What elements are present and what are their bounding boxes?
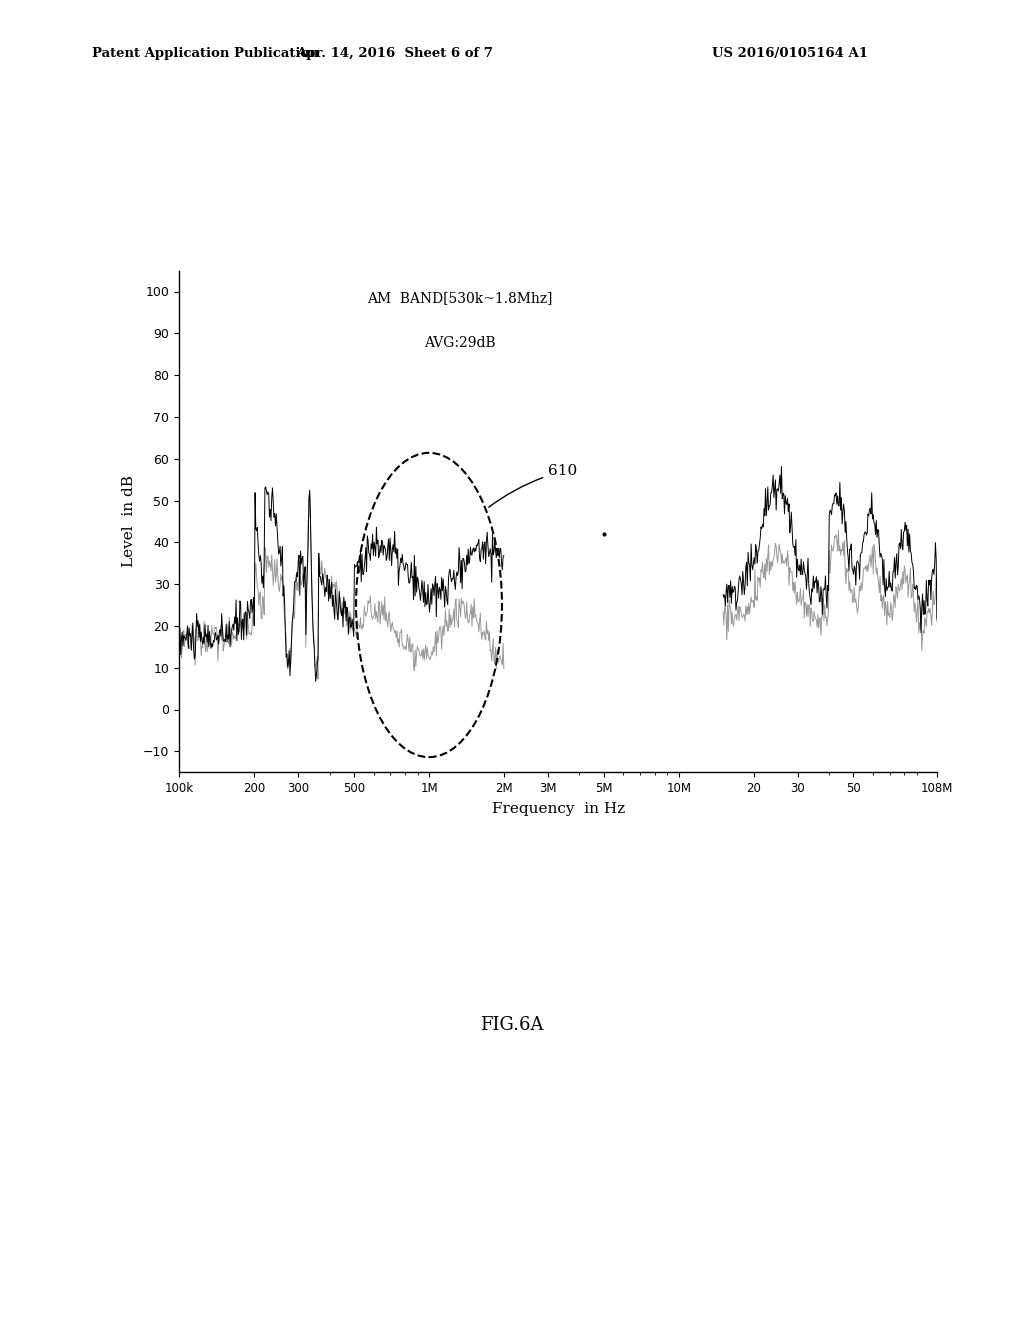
Text: AM  BAND[530k~1.8Mhz]: AM BAND[530k~1.8Mhz] bbox=[367, 290, 552, 305]
X-axis label: Frequency  in Hz: Frequency in Hz bbox=[492, 801, 625, 816]
Text: US 2016/0105164 A1: US 2016/0105164 A1 bbox=[712, 46, 867, 59]
Text: Patent Application Publication: Patent Application Publication bbox=[92, 46, 318, 59]
Text: 610: 610 bbox=[488, 465, 578, 507]
Y-axis label: Level  in dB: Level in dB bbox=[122, 475, 136, 568]
Text: Apr. 14, 2016  Sheet 6 of 7: Apr. 14, 2016 Sheet 6 of 7 bbox=[296, 46, 493, 59]
Text: FIG.6A: FIG.6A bbox=[480, 1015, 544, 1034]
Text: AVG:29dB: AVG:29dB bbox=[424, 335, 496, 350]
